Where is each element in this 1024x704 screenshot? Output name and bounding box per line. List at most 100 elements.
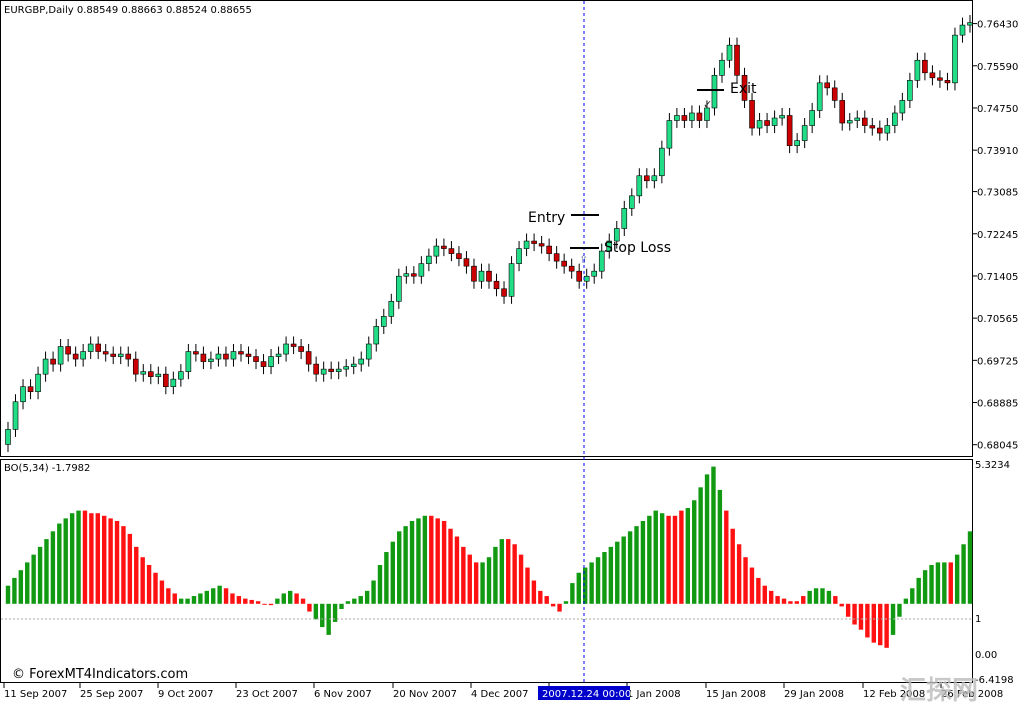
candle-body [5,429,11,445]
price-tick-label: 0.72245 [977,230,1018,241]
candle [350,356,357,375]
candle-body [305,351,312,365]
candle [178,364,184,387]
oscillator-bar [704,474,710,604]
candle [478,263,485,289]
candlestick-series [5,15,973,452]
candle-body [884,125,891,134]
oscillator-bar [178,598,184,604]
oscillator-bar [320,603,325,628]
oscillator-bar [114,520,120,604]
candle [501,281,507,304]
oscillator-bar [884,603,889,648]
oscillator-bar [332,603,338,622]
candle-body [215,353,222,360]
candle [223,346,229,367]
exit-label: Exit [730,81,757,97]
candle [20,379,26,410]
candle-body [659,147,665,177]
candle-body [967,22,973,26]
candle-body [719,59,725,76]
candle-body [816,82,823,111]
oscillator-bar [595,557,601,604]
candle [215,346,222,367]
oscillator-bar [518,554,524,604]
candle [193,344,199,362]
candle [185,344,192,380]
candle [704,100,710,129]
candle [200,346,207,370]
candle [493,273,500,297]
candle-body [185,351,192,372]
candle [42,351,49,382]
candle [636,168,643,204]
oscillator-bar [243,598,248,604]
oscillator-bar [794,601,800,604]
candle-body [764,120,770,126]
candle-body [87,343,94,352]
oscillator-bar [467,554,472,604]
candle-body [613,228,620,242]
candle [666,112,673,156]
oscillator-bar [281,593,286,604]
oscillator-bar [768,590,774,604]
oscillator-bar [300,598,306,604]
candle-body [711,75,718,109]
candle-body [456,253,462,259]
candle [779,107,785,126]
candle [764,112,770,134]
candle [456,246,462,267]
candle-body [140,371,147,375]
candle-body [914,59,921,81]
candle-body [516,248,522,264]
candle [65,338,71,362]
candle-body [230,351,237,360]
candle [358,351,365,372]
oscillator-bar [961,544,966,604]
candle [546,238,552,262]
candle-body [756,120,763,129]
oscillator-bar [935,562,941,604]
oscillator-bar [916,577,921,604]
candle [80,344,86,367]
candle-body [275,353,282,357]
candle [245,346,252,365]
candle [463,251,470,274]
oscillator-bar [454,536,460,604]
oscillator-bar [845,603,851,617]
candle [403,266,410,284]
candle-body [959,24,966,36]
oscillator-bar [313,603,319,620]
time-tick-label: 11 Sep 2007 [4,689,67,700]
candle [628,188,635,216]
oscillator-bar [461,546,466,604]
oscillator-bar [583,567,588,604]
oscillator-bar [531,580,537,604]
candle-body [508,263,515,297]
oscillator-bar [762,585,767,604]
oscillator-bar [730,528,735,604]
candle-body [824,82,831,89]
oscillator-bar [223,588,229,604]
candle-body [726,44,733,61]
candle-body [57,346,64,365]
candle [147,364,154,385]
oscillator-bar [249,599,254,604]
candle [824,75,831,96]
candle-body [869,125,876,129]
candle [944,72,951,91]
candle-body [27,386,34,393]
candle-body [741,75,748,101]
candle [907,72,913,108]
price-tick-label: 0.70565 [977,314,1018,325]
candle-body [636,175,643,197]
entry-label: Entry [528,210,565,226]
candle-body [952,34,958,84]
candle [290,336,297,355]
oscillator-bar [108,518,113,604]
candle [591,263,598,284]
oscillator-bar [820,588,825,604]
oscillator-bar [448,528,453,604]
candle [320,361,327,382]
